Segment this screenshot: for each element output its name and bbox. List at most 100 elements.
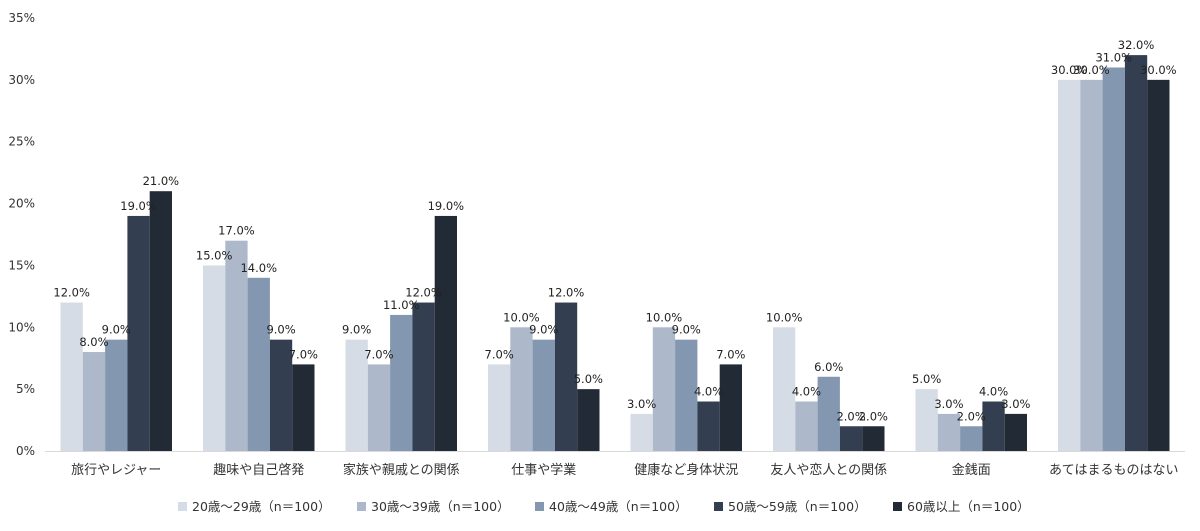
y-tick-label: 20% xyxy=(8,197,35,211)
bar xyxy=(412,302,435,451)
x-category-label: 趣味や自己啓発 xyxy=(213,463,304,478)
data-label: 9.0% xyxy=(529,323,558,337)
bar xyxy=(960,426,983,451)
data-label: 19.0% xyxy=(428,199,465,213)
y-tick-label: 5% xyxy=(16,382,35,396)
data-label: 4.0% xyxy=(792,385,821,399)
bar xyxy=(839,426,863,451)
data-label: 10.0% xyxy=(646,310,683,324)
bar xyxy=(630,413,653,451)
bar xyxy=(247,277,270,451)
legend-label: 60歳以上（n＝100） xyxy=(907,499,1030,514)
data-label: 10.0% xyxy=(766,310,803,324)
y-tick-label: 15% xyxy=(8,258,35,272)
data-label: 3.0% xyxy=(934,397,963,411)
x-category-label: 仕事や学業 xyxy=(511,462,576,478)
legend-swatch xyxy=(714,502,723,511)
data-labels: 12.0%8.0%9.0%19.0%21.0%15.0%17.0%14.0%9.… xyxy=(53,38,1176,423)
x-axis: 旅行やレジャー 趣味や自己啓発 家族や親戚との関係 仕事や学業 健康など身体状況 友人や恋… xyxy=(45,451,1185,478)
x-category-label: 旅行やレジャー xyxy=(71,463,161,478)
legend-label: 30歳～39歳（n＝100） xyxy=(371,499,510,514)
data-label: 15.0% xyxy=(196,248,233,262)
bar xyxy=(60,302,83,451)
data-label: 3.0% xyxy=(627,397,656,411)
x-category-label: 友人や恋人との関係 xyxy=(770,462,887,478)
data-label: 5.0% xyxy=(912,372,941,386)
x-category-label: 健康など身体状況 xyxy=(634,462,738,478)
bar xyxy=(434,215,457,451)
data-label: 9.0% xyxy=(672,323,701,337)
x-category-label: 家族や親戚との関係 xyxy=(343,462,460,478)
data-label: 7.0% xyxy=(364,347,393,361)
data-label: 14.0% xyxy=(240,261,277,275)
data-label: 2.0% xyxy=(859,409,888,423)
data-label: 19.0% xyxy=(120,199,157,213)
y-tick-label: 30% xyxy=(8,73,35,87)
data-label: 30.0% xyxy=(1073,63,1110,77)
legend-swatch xyxy=(535,502,544,511)
bar xyxy=(510,327,533,451)
data-label: 32.0% xyxy=(1118,38,1155,52)
bar xyxy=(652,327,676,451)
bar xyxy=(488,364,511,451)
data-label: 30.0% xyxy=(1051,63,1088,77)
bar xyxy=(862,426,885,451)
bar xyxy=(1124,55,1148,452)
data-label: 10.0% xyxy=(503,310,540,324)
bar xyxy=(577,389,600,451)
bar xyxy=(82,352,106,451)
data-label: 5.0% xyxy=(574,372,603,386)
legend-label: 40歳～49歳（n＝100） xyxy=(549,499,688,514)
bar xyxy=(1147,79,1170,452)
data-label: 8.0% xyxy=(79,335,108,349)
legend-swatch xyxy=(178,502,187,511)
bar xyxy=(773,327,796,451)
data-label: 7.0% xyxy=(289,347,318,361)
bar xyxy=(719,364,742,451)
bar xyxy=(1080,79,1103,452)
bars xyxy=(60,55,1170,452)
data-label: 2.0% xyxy=(957,409,986,423)
bar xyxy=(937,413,961,451)
bar xyxy=(697,401,720,451)
legend-swatch xyxy=(893,502,902,511)
bar xyxy=(982,401,1005,451)
data-label: 4.0% xyxy=(979,385,1008,399)
data-label: 4.0% xyxy=(694,385,723,399)
data-label: 7.0% xyxy=(485,347,514,361)
data-label: 12.0% xyxy=(405,286,442,300)
bar xyxy=(554,302,578,451)
bar xyxy=(345,339,368,451)
data-label: 17.0% xyxy=(218,224,255,238)
data-label: 12.0% xyxy=(53,286,90,300)
y-tick-label: 0% xyxy=(16,444,35,458)
data-label: 3.0% xyxy=(1001,397,1030,411)
legend-label: 50歳～59歳（n＝100） xyxy=(728,499,867,514)
bar xyxy=(127,215,150,451)
bar xyxy=(203,265,226,451)
bar xyxy=(269,339,293,451)
bar xyxy=(1102,67,1125,452)
data-label: 9.0% xyxy=(102,323,131,337)
data-label: 30.0% xyxy=(1140,63,1177,77)
legend: 20歳～29歳（n＝100） 30歳～39歳（n＝100） 40歳～49歳（n＝10… xyxy=(178,499,1030,514)
bar xyxy=(149,191,172,451)
bar xyxy=(225,240,248,451)
bar xyxy=(1004,413,1027,451)
y-axis: 0% 5% 10% 15% 20% 25% 30% 35% xyxy=(8,11,35,458)
bar xyxy=(675,339,698,451)
data-label: 9.0% xyxy=(266,323,295,337)
data-label: 2.0% xyxy=(836,409,865,423)
data-label: 6.0% xyxy=(814,360,843,374)
x-category-label: 金銭面 xyxy=(952,462,991,478)
data-label: 7.0% xyxy=(716,347,745,361)
data-label: 9.0% xyxy=(342,323,371,337)
legend-swatch xyxy=(357,502,366,511)
bar xyxy=(532,339,555,451)
legend-label: 20歳～29歳（n＝100） xyxy=(192,499,331,514)
data-label: 21.0% xyxy=(143,174,180,188)
bar xyxy=(1058,79,1081,452)
y-tick-label: 25% xyxy=(8,135,35,149)
bar xyxy=(795,401,818,451)
